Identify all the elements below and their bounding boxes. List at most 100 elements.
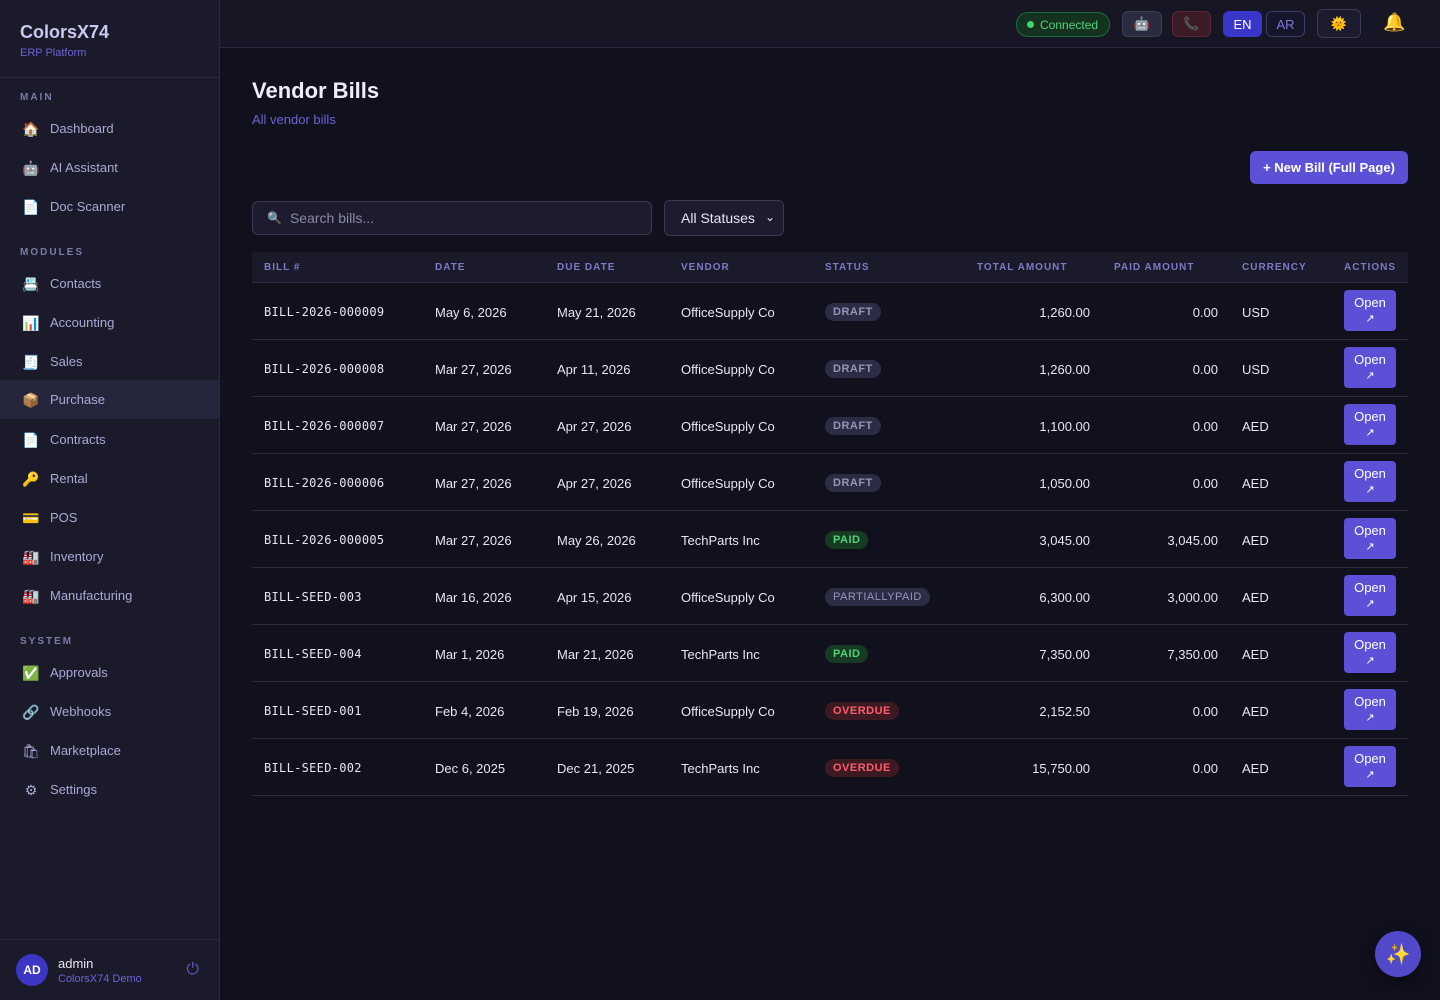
lang-ar-button[interactable]: AR	[1266, 11, 1305, 37]
header-vendor: VENDOR	[681, 262, 730, 273]
sidebar-item-inventory[interactable]: 🏭 Inventory	[0, 537, 219, 576]
sidebar-item-label: Contracts	[50, 432, 106, 447]
document-icon: 📄	[22, 431, 40, 448]
new-bill-button[interactable]: + New Bill (Full Page)	[1250, 151, 1408, 184]
bill-date: Dec 6, 2025	[435, 761, 506, 776]
bell-icon[interactable]: 🔔	[1383, 12, 1406, 32]
bill-paid-amount: 0.00	[1192, 704, 1218, 719]
sidebar-item-purchase[interactable]: 📦 Purchase	[0, 380, 219, 419]
external-link-icon: ↗	[1365, 313, 1375, 325]
open-bill-button[interactable]: Open ↗	[1344, 632, 1396, 673]
user-profile[interactable]: AD admin ColorsX74 Demo ⏻	[0, 939, 219, 1000]
bill-currency: AED	[1242, 704, 1269, 719]
sidebar-item-settings[interactable]: ⚙ Settings	[0, 770, 219, 809]
status-badge: PAID	[825, 531, 869, 549]
connection-status: Connected	[1016, 12, 1110, 37]
lang-en-button[interactable]: EN	[1223, 11, 1262, 37]
open-bill-button[interactable]: Open ↗	[1344, 746, 1396, 787]
sidebar-item-label: POS	[50, 510, 78, 525]
sidebar-item-dashboard[interactable]: 🏠 Dashboard	[0, 109, 219, 148]
sidebar-item-doc-scanner[interactable]: 📄 Doc Scanner	[0, 187, 219, 226]
sidebar-item-rental[interactable]: 🔑 Rental	[0, 459, 219, 498]
status-badge: PARTIALLYPAID	[825, 588, 930, 606]
table-row: BILL-SEED-004 Mar 1, 2026 Mar 21, 2026 T…	[252, 625, 1408, 682]
nav-section-modules: MODULES	[20, 247, 84, 258]
sidebar-item-contacts[interactable]: 📇 Contacts	[0, 264, 219, 303]
open-bill-button[interactable]: Open ↗	[1344, 404, 1396, 445]
house-icon: 🏠	[22, 120, 40, 137]
bill-total-amount: 6,300.00	[1039, 590, 1090, 605]
open-label: Open	[1354, 751, 1386, 766]
sidebar-item-label: Inventory	[50, 549, 104, 564]
sidebar-item-ai-assistant[interactable]: 🤖 AI Assistant	[0, 148, 219, 187]
open-label: Open	[1354, 295, 1386, 310]
sidebar-item-label: Doc Scanner	[50, 199, 126, 214]
sidebar-item-label: Settings	[50, 782, 97, 797]
bill-paid-amount: 0.00	[1192, 476, 1218, 491]
search-input[interactable]	[289, 210, 630, 226]
bill-due-date: Mar 21, 2026	[557, 647, 634, 662]
sidebar-item-label: Contacts	[50, 276, 102, 291]
page-title: Vendor Bills	[252, 78, 380, 103]
bill-total-amount: 1,050.00	[1039, 476, 1090, 491]
call-button[interactable]: 📞	[1172, 11, 1211, 37]
sidebar-item-webhooks[interactable]: 🔗 Webhooks	[0, 692, 219, 731]
card-icon: 💳	[22, 509, 40, 526]
open-bill-button[interactable]: Open ↗	[1344, 689, 1396, 730]
user-name: admin	[58, 955, 94, 971]
bill-number: BILL-2026-000007	[264, 419, 385, 433]
shopping-bag-icon: 🛍	[22, 742, 40, 759]
gear-icon: ⚙	[24, 781, 38, 798]
bill-currency: USD	[1242, 305, 1270, 320]
bill-currency: AED	[1242, 590, 1269, 605]
power-icon[interactable]: ⏻	[186, 961, 199, 978]
open-bill-button[interactable]: Open ↗	[1344, 290, 1396, 331]
bill-due-date: Apr 15, 2026	[557, 590, 632, 605]
theme-toggle-button[interactable]: 🌞	[1317, 9, 1361, 38]
bill-number: BILL-SEED-003	[264, 590, 362, 604]
bill-currency: AED	[1242, 476, 1269, 491]
bill-total-amount: 2,152.50	[1039, 704, 1090, 719]
sidebar-item-label: Purchase	[50, 392, 105, 407]
sidebar-item-label: Dashboard	[50, 121, 114, 136]
nav-section-system: SYSTEM	[20, 636, 74, 647]
brand-name: ColorsX74	[20, 22, 110, 42]
bills-table: BILL # DATE DUE DATE VENDOR STATUS TOTAL…	[252, 252, 1408, 796]
bill-date: Mar 1, 2026	[435, 647, 505, 662]
sidebar-item-marketplace[interactable]: 🛍 Marketplace	[0, 731, 219, 770]
open-bill-button[interactable]: Open ↗	[1344, 461, 1396, 502]
sidebar-item-label: Approvals	[50, 665, 108, 680]
bill-due-date: Apr 11, 2026	[557, 362, 631, 377]
bill-vendor: TechParts Inc	[681, 533, 760, 548]
bill-number: BILL-2026-000005	[264, 533, 385, 547]
sidebar-item-manufacturing[interactable]: 🏭 Manufacturing	[0, 576, 219, 615]
open-bill-button[interactable]: Open ↗	[1344, 347, 1396, 388]
document-icon: 📄	[22, 198, 40, 215]
bill-date: Mar 16, 2026	[435, 590, 512, 605]
bill-due-date: Apr 27, 2026	[557, 419, 632, 434]
status-filter-select[interactable]: All Statuses ⌄	[664, 200, 784, 236]
sidebar-item-pos[interactable]: 💳 POS	[0, 498, 219, 537]
open-label: Open	[1354, 523, 1386, 538]
sparkle-icon: ✨	[1385, 943, 1411, 966]
open-bill-button[interactable]: Open ↗	[1344, 518, 1396, 559]
sidebar-item-contracts[interactable]: 📄 Contracts	[0, 420, 219, 459]
ai-sparkle-button[interactable]: ✨	[1375, 931, 1421, 977]
sidebar-item-accounting[interactable]: 📊 Accounting	[0, 303, 219, 342]
sidebar: ColorsX74 ERP Platform MAIN MODULES SYST…	[0, 0, 220, 1000]
header-status: STATUS	[825, 262, 870, 273]
sidebar-item-approvals[interactable]: ✅ Approvals	[0, 653, 219, 692]
factory-icon: 🏭	[22, 548, 40, 565]
bill-number: BILL-2026-000008	[264, 362, 385, 376]
bill-total-amount: 1,260.00	[1039, 305, 1090, 320]
table-body: BILL-2026-000009 May 6, 2026 May 21, 202…	[252, 283, 1408, 796]
ai-assistant-button[interactable]: 🤖	[1122, 11, 1162, 37]
user-info: admin ColorsX74 Demo	[58, 956, 142, 985]
sidebar-item-sales[interactable]: 🧾 Sales	[0, 342, 219, 381]
table-row: BILL-SEED-002 Dec 6, 2025 Dec 21, 2025 T…	[252, 739, 1408, 796]
sidebar-item-label: Rental	[50, 471, 88, 486]
status-dot-icon	[1027, 21, 1034, 28]
table-row: BILL-2026-000006 Mar 27, 2026 Apr 27, 20…	[252, 454, 1408, 511]
topbar: Connected 🤖 📞 EN AR 🌞 🔔	[220, 0, 1440, 48]
open-bill-button[interactable]: Open ↗	[1344, 575, 1396, 616]
